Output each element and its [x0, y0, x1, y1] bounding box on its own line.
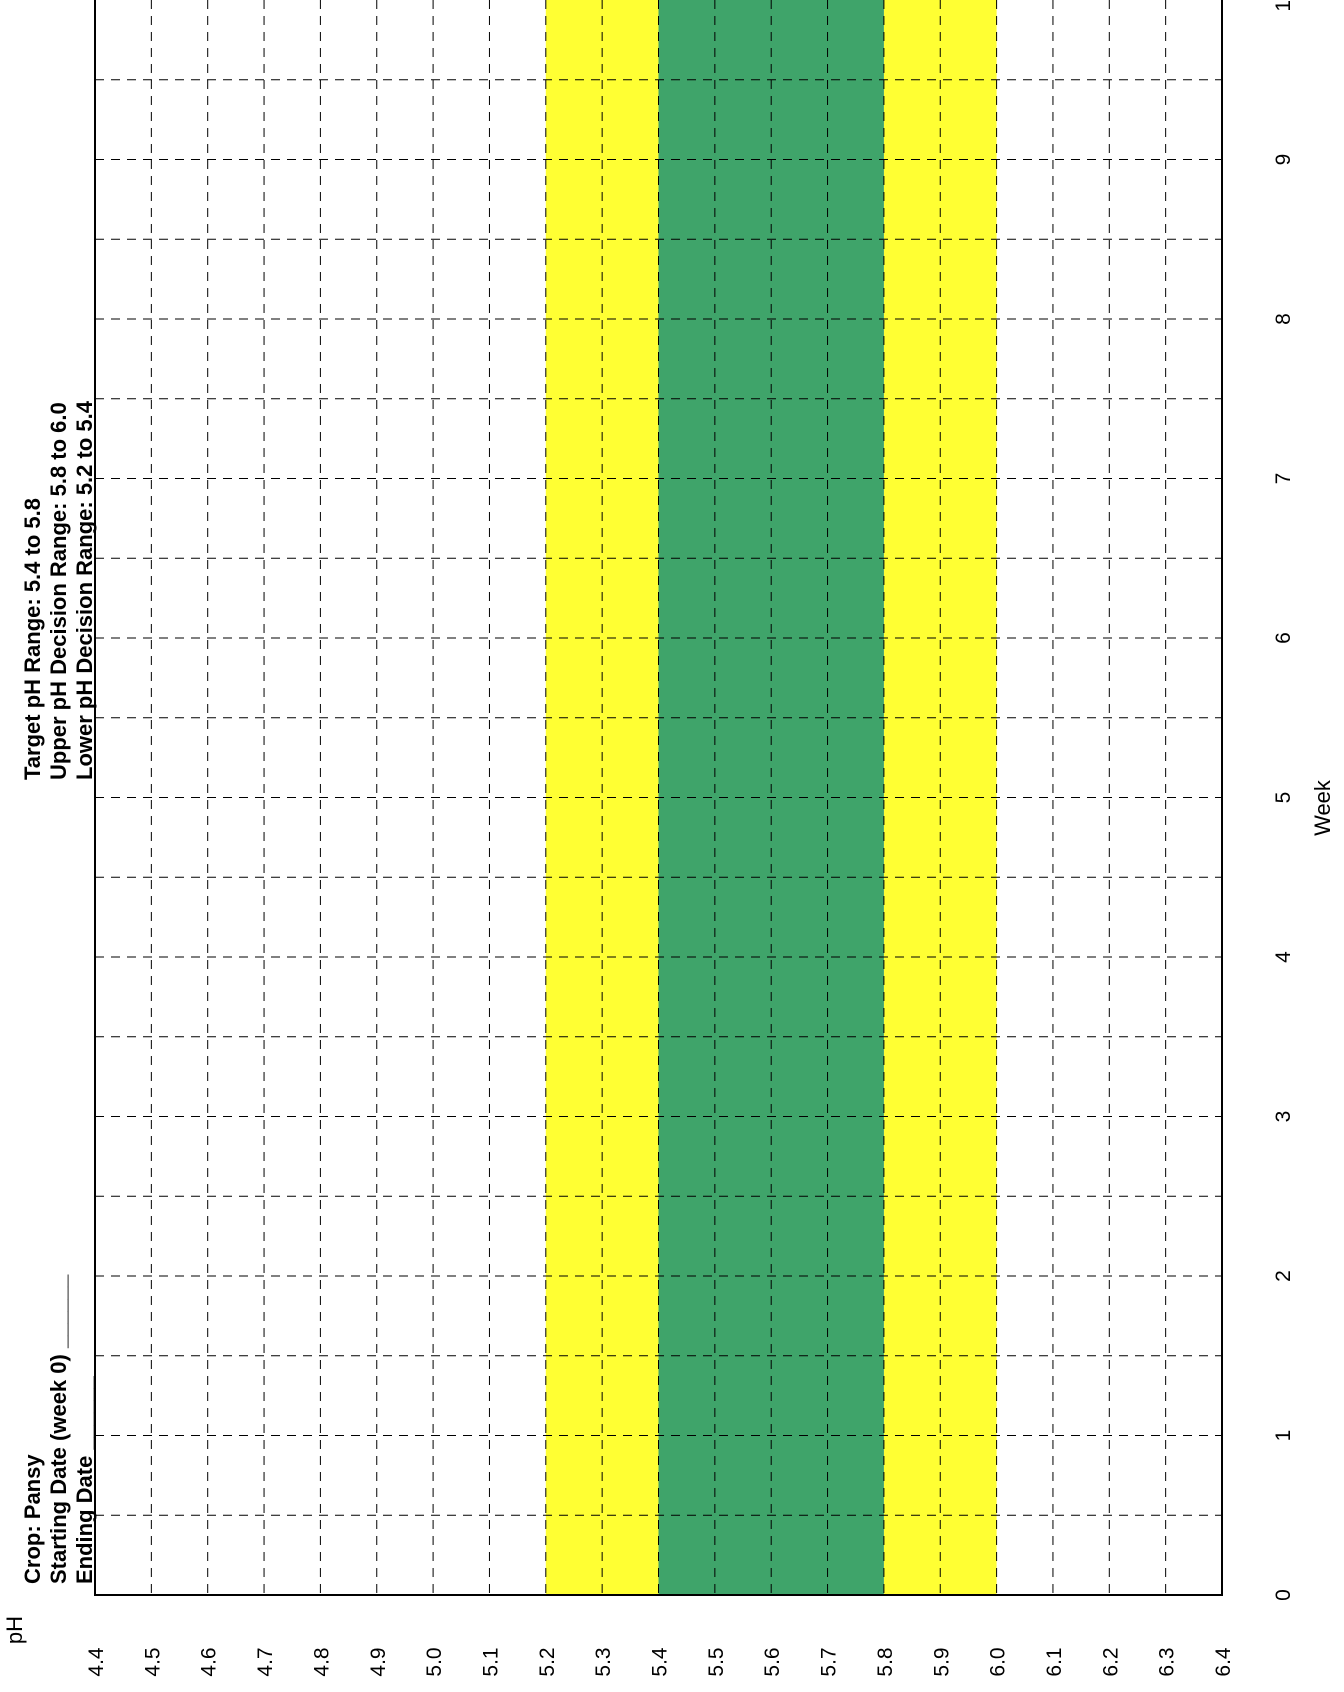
ph-tick-label: 4.8 — [310, 1647, 333, 1676]
upper-range-label: Upper pH Decision Range: 5.8 to 6.0 — [46, 402, 71, 780]
starting-date-label: Starting Date (week 0) ______ — [46, 1274, 71, 1584]
week-tick-label: 0 — [1272, 1589, 1295, 1601]
ph-tick-label: 4.7 — [254, 1647, 277, 1676]
week-tick-label: 1 — [1272, 1430, 1295, 1442]
ph-tick-label: 5.1 — [479, 1647, 502, 1676]
chart-header: Crop: Pansy Starting Date (week 0) _____… — [20, 400, 97, 1584]
ph-axis-title: pH — [2, 1616, 27, 1644]
ph-tick-label: 4.9 — [367, 1647, 390, 1676]
ph-tick-label: 4.5 — [141, 1647, 164, 1676]
ph-tick-label: 5.7 — [818, 1647, 841, 1676]
ph-tick-label: 6.4 — [1212, 1647, 1235, 1677]
crop-label: Crop: Pansy — [20, 1454, 45, 1584]
week-tick-label: 9 — [1272, 154, 1295, 166]
week-tick-labels: 0 1 2 3 4 5 6 7 8 9 10 — [1272, 0, 1295, 1601]
ph-tick-label: 5.2 — [536, 1647, 559, 1676]
target-range-label: Target pH Range: 5.4 to 5.8 — [20, 498, 45, 780]
ph-tick-labels: 4.4 4.5 4.6 4.7 4.8 4.9 5.0 5.1 5.2 5.3 5.4 5.5 5.6 5… — [85, 1647, 1235, 1677]
ph-tick-label: 5.9 — [930, 1647, 953, 1676]
week-tick-label: 5 — [1272, 792, 1295, 804]
ph-tick-label: 5.4 — [649, 1647, 672, 1677]
ph-tick-label: 6.2 — [1099, 1647, 1122, 1676]
ph-tick-label: 5.3 — [592, 1647, 615, 1676]
grid-lines — [95, 0, 1222, 1595]
ph-tick-label: 6.0 — [987, 1647, 1010, 1676]
week-axis-title: Week — [1310, 779, 1335, 836]
ph-tick-label: 5.5 — [705, 1647, 728, 1676]
ph-tick-label: 5.0 — [423, 1647, 446, 1676]
lower-range-label: Lower pH Decision Range: 5.2 to 5.4 — [72, 400, 97, 780]
ph-tick-label: 6.3 — [1156, 1647, 1179, 1676]
ph-tick-label: 4.4 — [85, 1647, 108, 1677]
week-tick-label: 3 — [1272, 1111, 1295, 1123]
ph-tick-label: 6.1 — [1043, 1647, 1066, 1676]
ph-tick-label: 4.6 — [198, 1647, 221, 1676]
week-tick-label: 2 — [1272, 1270, 1295, 1282]
ph-tick-label: 5.6 — [761, 1647, 784, 1676]
ph-tick-label: 5.8 — [874, 1647, 897, 1676]
week-tick-label: 10 — [1272, 0, 1295, 12]
plot-frame — [94, 0, 1223, 1596]
week-tick-label: 6 — [1272, 632, 1295, 644]
week-tick-label: 8 — [1272, 313, 1295, 325]
ending-date-label: Ending Date ______ — [72, 1375, 97, 1584]
week-tick-label: 4 — [1272, 951, 1295, 963]
week-tick-label: 7 — [1272, 473, 1295, 485]
